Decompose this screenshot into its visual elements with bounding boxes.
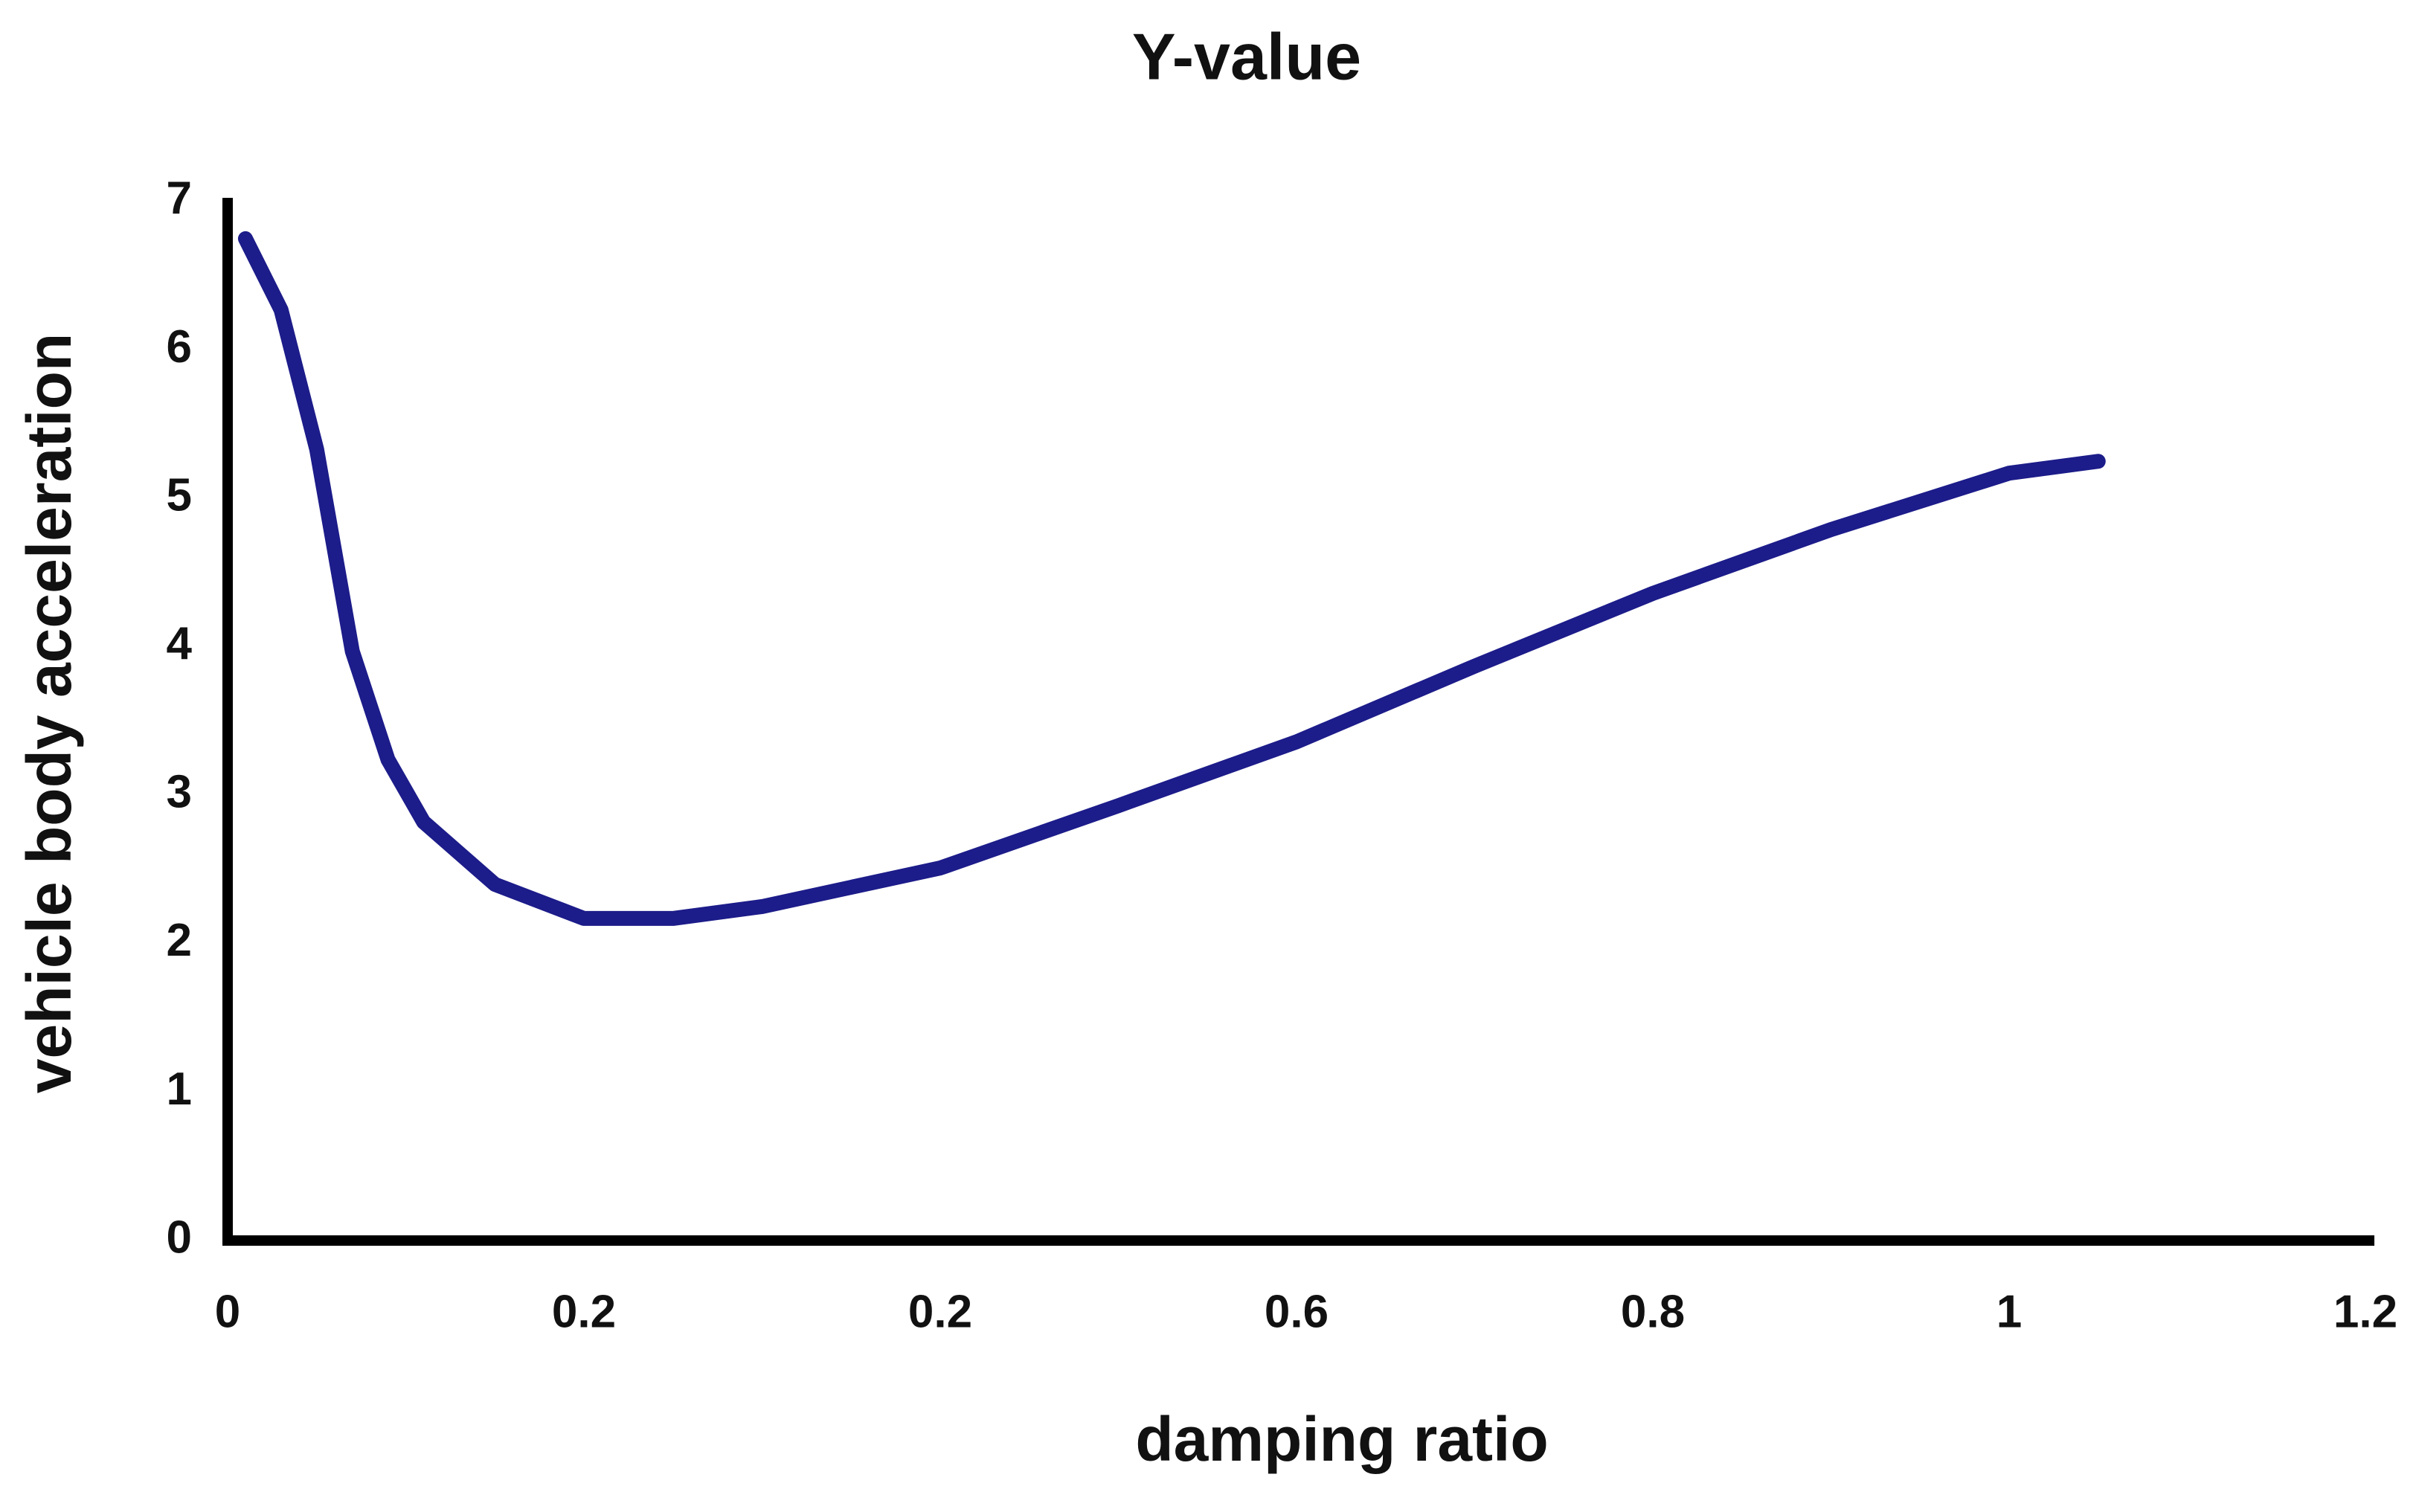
y-tick-label: 6: [167, 321, 192, 373]
x-tick-label: 0.8: [1621, 1286, 1685, 1337]
x-tick-label: 1.2: [2333, 1286, 2397, 1337]
x-axis-label: damping ratio: [1135, 1404, 1548, 1474]
x-tick-label: 0.6: [1265, 1286, 1329, 1337]
y-tick-label: 3: [167, 767, 192, 818]
y-tick-label: 0: [167, 1212, 192, 1263]
y-tick-label: 7: [167, 173, 192, 224]
x-tick-label: 0.2: [552, 1286, 616, 1337]
line-series: [237, 231, 2106, 926]
x-tick-label: 1: [1996, 1286, 2022, 1337]
x-tick-label: 0.2: [908, 1286, 972, 1337]
y-axis-label: vehicle body acceleration: [14, 333, 84, 1093]
chart-title: Y-value: [1132, 19, 1361, 93]
y-tick-label: 4: [167, 618, 193, 669]
y-tick-label: 5: [167, 470, 192, 521]
y-tick-label: 2: [167, 915, 192, 966]
y-tick-label: 1: [167, 1064, 192, 1115]
x-tick-label: 0: [215, 1286, 240, 1337]
